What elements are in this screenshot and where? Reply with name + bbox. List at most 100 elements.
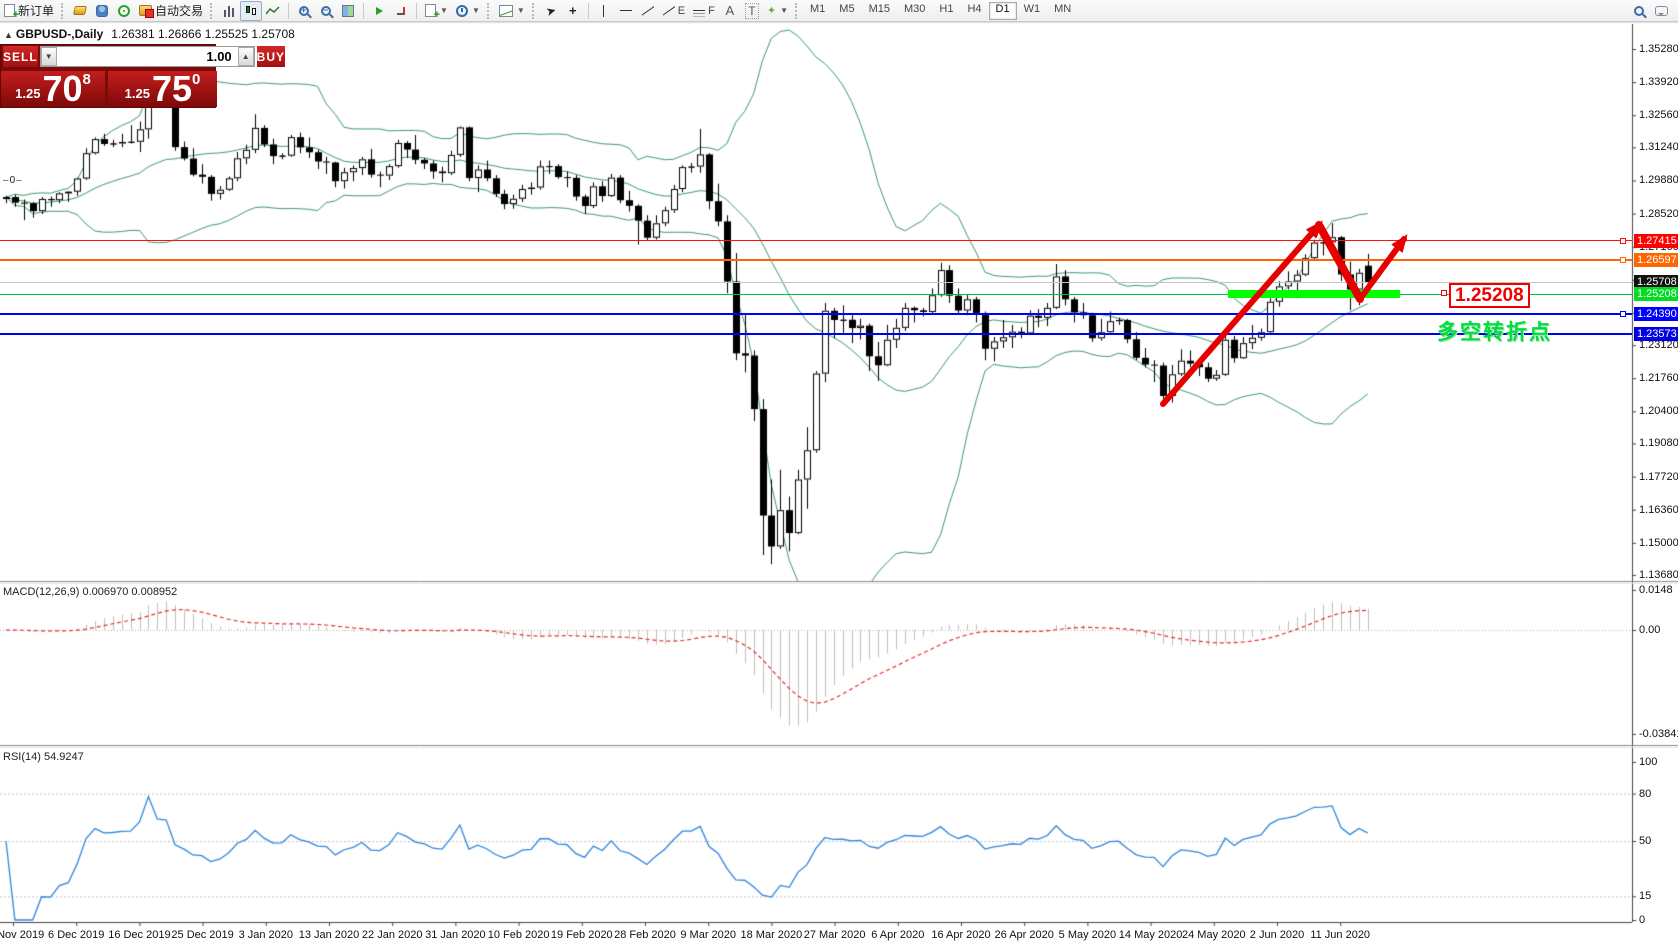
- fibonacci-button[interactable]: F: [689, 1, 719, 21]
- zoom-in-button[interactable]: +: [293, 1, 315, 21]
- crosshair-icon: +: [569, 3, 577, 18]
- search-button[interactable]: [1628, 1, 1650, 21]
- volume-input[interactable]: [56, 47, 238, 66]
- date-axis-label: 2 Jun 2020: [1249, 929, 1305, 941]
- price-line-anchor[interactable]: [1620, 257, 1626, 264]
- navigator-button[interactable]: [91, 1, 113, 21]
- price-tag: 1.24390: [1634, 307, 1678, 322]
- profiles-clock-icon: [455, 4, 468, 17]
- timeframe-M15[interactable]: M15: [868, 2, 890, 15]
- chevron-down-icon: ▼: [780, 6, 789, 15]
- buy-price-button[interactable]: 1.25 75 0: [108, 71, 217, 107]
- date-axis-label: 16 Apr 2020: [931, 929, 991, 941]
- cursor-icon: ➤: [544, 2, 558, 19]
- toolbar-separator: [587, 2, 589, 19]
- sell-price-button[interactable]: 1.25 70 8: [1, 71, 105, 107]
- price-line-anchor[interactable]: [1620, 311, 1626, 318]
- volume-down-button[interactable]: ▼: [40, 47, 57, 66]
- chat-button[interactable]: [1650, 1, 1672, 21]
- price-line[interactable]: [0, 313, 1632, 316]
- price-line-anchor[interactable]: [1620, 237, 1626, 244]
- market-watch-button[interactable]: [69, 1, 91, 21]
- chart-collapse-icon[interactable]: ▲: [4, 30, 13, 40]
- auto-scroll-button[interactable]: [368, 1, 390, 21]
- price-tag: 1.25208: [1634, 287, 1678, 302]
- price-line[interactable]: [0, 333, 1632, 336]
- chart-shift-button[interactable]: [390, 1, 412, 21]
- timeframe-H1[interactable]: H1: [939, 2, 954, 15]
- timeframe-W1[interactable]: W1: [1023, 2, 1041, 15]
- channel-button[interactable]: E: [659, 1, 689, 21]
- price-tag: 1.25708: [1634, 275, 1678, 290]
- price-axis-label: 1.21760: [1639, 372, 1678, 385]
- rsi-label: RSI(14) 54.9247: [3, 751, 84, 763]
- crosshair-button[interactable]: +: [562, 1, 584, 21]
- line-chart-button[interactable]: [262, 1, 284, 21]
- candlestick-chart-button[interactable]: [240, 0, 263, 21]
- navigator-icon: [96, 4, 109, 17]
- rsi-axis-label: 15: [1639, 890, 1652, 903]
- new-order-button[interactable]: 新订单: [0, 1, 58, 21]
- search-icon: [1634, 5, 1644, 16]
- date-axis-label: 16 Dec 2019: [108, 929, 171, 941]
- new-chart-button[interactable]: ▼: [421, 1, 452, 21]
- chevron-down-icon: ▼: [440, 6, 448, 15]
- timeframe-M30[interactable]: M30: [903, 2, 926, 15]
- price-line[interactable]: [0, 259, 1632, 262]
- price-axis-label: 1.35280: [1639, 43, 1678, 55]
- rsi-axis-label: 50: [1639, 835, 1652, 847]
- one-click-trading-panel: SELL ▼ ▲ BUY 1.25 70 8 1.25 75 0: [0, 44, 286, 108]
- timeframe-H4[interactable]: H4: [967, 2, 982, 15]
- date-axis-label: 13 Jan 2020: [298, 929, 360, 941]
- price-line[interactable]: [0, 281, 1632, 283]
- date-axis-label: 24 May 2020: [1181, 929, 1246, 941]
- cursor-button[interactable]: ➤: [540, 1, 562, 21]
- zoom-out-button[interactable]: −: [315, 1, 337, 21]
- profiles-button[interactable]: ▼: [452, 1, 484, 21]
- buy-price-sup: 0: [192, 71, 201, 88]
- price-line[interactable]: [0, 293, 1632, 295]
- text-icon: A: [725, 3, 735, 18]
- text-label-button[interactable]: T: [741, 1, 763, 21]
- trendline-button[interactable]: [637, 1, 659, 21]
- price-line[interactable]: [0, 240, 1632, 241]
- bar-chart-button[interactable]: [218, 1, 240, 21]
- timeframe-M5[interactable]: M5: [839, 2, 855, 15]
- support-bar[interactable]: [1228, 290, 1400, 299]
- vertical-line-button[interactable]: [593, 1, 615, 21]
- price-annotation-box[interactable]: 1.25208: [1449, 283, 1530, 308]
- autotrading-icon: [139, 5, 155, 18]
- toolbar-grip: [61, 2, 66, 19]
- sell-button[interactable]: SELL: [3, 46, 38, 67]
- annotation-anchor[interactable]: [1441, 290, 1447, 296]
- price-axis-label: 1.19080: [1639, 437, 1678, 450]
- rsi-axis-label: 80: [1639, 787, 1652, 800]
- chevron-down-icon: ▼: [516, 6, 525, 15]
- turning-point-label: 多空转折点: [1437, 321, 1552, 344]
- timeframe-MN[interactable]: MN: [1054, 2, 1072, 15]
- autotrading-button[interactable]: 自动交易: [135, 1, 207, 21]
- zoom-out-icon: −: [321, 5, 332, 16]
- fibonacci-letter: F: [708, 4, 715, 17]
- bar-chart-icon: [223, 5, 236, 17]
- text-button[interactable]: A: [719, 1, 741, 21]
- trendline-icon: [642, 5, 654, 17]
- autotrading-label: 自动交易: [155, 4, 204, 18]
- text-label-icon: T: [745, 2, 759, 19]
- horizontal-line-button[interactable]: [615, 1, 637, 21]
- toolbar: 新订单 自动交易 + − ▼ ▼ ▼ ➤ + E F A T ✦▼ M1 M5 M1…: [0, 0, 1678, 22]
- signals-button[interactable]: [113, 1, 135, 21]
- tile-windows-icon: [342, 4, 355, 17]
- date-axis-label: 19 Feb 2020: [550, 929, 613, 941]
- buy-button[interactable]: BUY: [256, 46, 286, 67]
- volume-up-button[interactable]: ▲: [237, 47, 254, 66]
- indicators-button[interactable]: ▼: [495, 1, 529, 21]
- tile-windows-button[interactable]: [337, 1, 359, 21]
- date-axis-label: 22 Jan 2020: [361, 929, 423, 941]
- timeframe-D1[interactable]: D1: [988, 1, 1017, 20]
- price-tag: 1.26597: [1634, 253, 1678, 268]
- date-axis-label: 14 May 2020: [1118, 929, 1183, 941]
- timeframe-M1[interactable]: M1: [810, 2, 826, 15]
- arrows-button[interactable]: ✦ ▼: [763, 1, 792, 21]
